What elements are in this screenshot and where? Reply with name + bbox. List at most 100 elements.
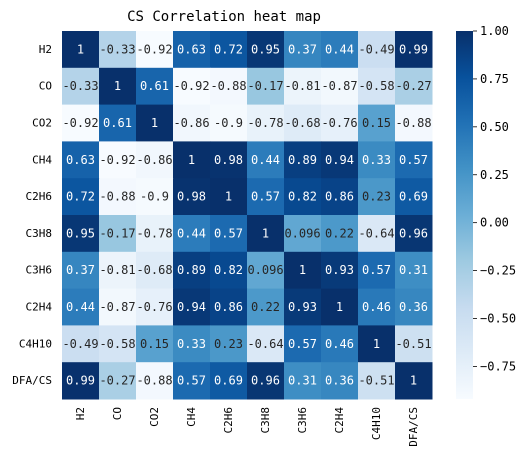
heatmap-cell-c3h6-c3h6 — [284, 251, 322, 290]
y-tick-label-c3h6: C3H6 — [26, 264, 53, 277]
x-tick-label-co: CO — [111, 407, 124, 420]
cell-value-label: 0.96 — [251, 374, 280, 388]
cell-value-label: -0.33 — [62, 79, 98, 93]
heatmap-cell-c3h8-co — [99, 215, 137, 253]
heatmap-cell-c4h10-c4h10 — [358, 325, 396, 363]
heatmap-cell-c2h6-c2h6 — [210, 178, 248, 216]
cell-value-label: 0.31 — [288, 374, 317, 388]
heatmap-cell-c2h6-dfa-cs — [395, 178, 433, 216]
heatmap-cell-c2h4-dfa-cs — [395, 288, 433, 326]
y-tick-label-ch4: CH4 — [32, 153, 52, 166]
colorbar-tick-label: −0.25 — [480, 264, 516, 278]
cell-value-label: 0.86 — [325, 190, 354, 204]
cell-value-label: 0.37 — [288, 42, 317, 56]
y-tick-labels: H2 CO CO2 CH4 C2H6 C3H8 C3H6 C2H4 C4H10 DFA/CS — [12, 43, 52, 387]
heatmap-cell-c4h10-dfa-cs — [395, 325, 433, 363]
cell-value-label: 0.57 — [362, 263, 391, 277]
heatmap-cell-c3h8-c3h8 — [247, 215, 285, 253]
cell-value-label: 1 — [373, 337, 380, 351]
heatmap-cell-c4h10-c3h6 — [284, 325, 322, 363]
y-tick-label-c2h6: C2H6 — [26, 190, 53, 203]
heatmap-cell-h2-ch4 — [173, 31, 211, 69]
heatmap-cell-co2-co2 — [136, 104, 174, 142]
cell-value-label: 0.99 — [66, 374, 95, 388]
y-tick-label-c4h10: C4H10 — [19, 337, 52, 350]
cell-value-label: -0.92 — [62, 116, 98, 130]
cell-value-label: 0.33 — [362, 153, 391, 167]
cell-value-label: 0.95 — [251, 42, 280, 56]
x-tick-label-ch4: CH4 — [185, 407, 198, 427]
cell-value-label: -0.9 — [140, 190, 169, 204]
cell-value-label: 0.57 — [251, 190, 280, 204]
cell-value-label: 1 — [336, 300, 343, 314]
cell-value-label: 1 — [262, 226, 269, 240]
x-tick-label-h2: H2 — [74, 407, 87, 420]
heatmap-cell-dfa-cs-dfa-cs — [395, 362, 433, 400]
heatmap-cell-co2-co — [99, 104, 137, 142]
heatmap-cell-dfa-cs-c4h10 — [358, 362, 396, 400]
heatmap-cell-co-c3h6 — [284, 67, 322, 106]
heatmap-cell-co-co — [99, 67, 137, 106]
cell-value-label: 0.98 — [177, 190, 206, 204]
heatmap-cell-h2-co2 — [136, 31, 174, 69]
cell-value-label: 0.72 — [66, 190, 95, 204]
cell-value-label: 0.82 — [288, 190, 317, 204]
heatmap-cell-c2h4-c3h6 — [284, 288, 322, 326]
y-tick-label-c3h8: C3H8 — [26, 227, 53, 240]
heatmap-cell-ch4-dfa-cs — [395, 141, 433, 179]
heatmap-cell-c2h4-co — [99, 288, 137, 326]
heatmap-cell-c3h8-c2h4 — [321, 215, 359, 253]
heatmap-cell-co2-c4h10 — [358, 104, 396, 142]
heatmap-cell-c2h4-c4h10 — [358, 288, 396, 326]
cell-value-label: 0.94 — [177, 300, 206, 314]
cell-value-label: 0.46 — [362, 300, 391, 314]
heatmap-cell-c3h6-h2 — [62, 251, 100, 290]
heatmap-cell-c3h6-dfa-cs — [395, 251, 433, 290]
colorbar-tick-label: −0.75 — [480, 359, 516, 373]
heatmap-cell-h2-c4h10 — [358, 31, 396, 69]
cell-value-label: -0.49 — [62, 337, 98, 351]
heatmap-cell-co-c4h10 — [358, 67, 396, 106]
cell-value-label: 0.69 — [399, 190, 428, 204]
cell-value-label: -0.81 — [99, 263, 135, 277]
heatmap-cell-co-ch4 — [173, 67, 211, 106]
y-tick-label-c2h4: C2H4 — [26, 301, 53, 314]
heatmap-cell-co2-c3h8 — [247, 104, 285, 142]
colorbar-tick-label: 1.00 — [480, 24, 509, 38]
x-tick-labels: H2 CO CO2 CH4 C2H6 C3H8 C3H6 C2H4 C4H10 DFA/CS — [74, 407, 420, 447]
cell-value-label: 0.99 — [399, 42, 428, 56]
cell-value-label: -0.64 — [247, 337, 283, 351]
heatmap-cell-c2h4-co2 — [136, 288, 174, 326]
cell-value-label: 0.94 — [325, 153, 354, 167]
heatmap-cell-co-c2h4 — [321, 67, 359, 106]
heatmap-cells: 1 -0.33 -0.92 0.63 0.72 0.95 0.37 0.44 -0.49 0.99… — [62, 31, 433, 400]
heatmap-cell-c4h10-co2 — [136, 325, 174, 363]
cell-value-label: -0.92 — [173, 79, 209, 93]
cell-value-label: -0.68 — [284, 116, 320, 130]
heatmap-cell-ch4-h2 — [62, 141, 100, 179]
heatmap-cell-c2h6-ch4 — [173, 178, 211, 216]
heatmap-cell-c2h6-c3h6 — [284, 178, 322, 216]
cell-value-label: 0.89 — [288, 153, 317, 167]
colorbar-tick-label: 0.75 — [480, 72, 509, 86]
heatmap-cell-c3h8-h2 — [62, 215, 100, 253]
y-tick-label-h2: H2 — [39, 43, 52, 56]
cell-value-label: -0.78 — [247, 116, 283, 130]
colorbar: 1.00 0.75 0.50 0.25 0.00 −0.25 −0.50 −0.75 — [456, 24, 516, 399]
heatmap-cell-ch4-co2 — [136, 141, 174, 179]
heatmap-cell-co-dfa-cs — [395, 67, 433, 106]
cell-value-label: -0.86 — [136, 153, 172, 167]
colorbar-tick-label: −0.50 — [480, 312, 516, 326]
heatmap-cell-c3h6-co — [99, 251, 137, 290]
cell-value-label: 0.61 — [140, 79, 169, 93]
cell-value-label: 0.44 — [325, 42, 354, 56]
cell-value-label: 0.096 — [284, 226, 320, 240]
heatmap-cell-c4h10-ch4 — [173, 325, 211, 363]
cell-value-label: 0.57 — [177, 374, 206, 388]
heatmap-cell-c2h4-c3h8 — [247, 288, 285, 326]
colorbar-tick-label: 0.50 — [480, 120, 509, 134]
cell-value-label: 0.93 — [288, 300, 317, 314]
cell-value-label: 1 — [188, 153, 195, 167]
cell-value-label: -0.9 — [214, 116, 243, 130]
